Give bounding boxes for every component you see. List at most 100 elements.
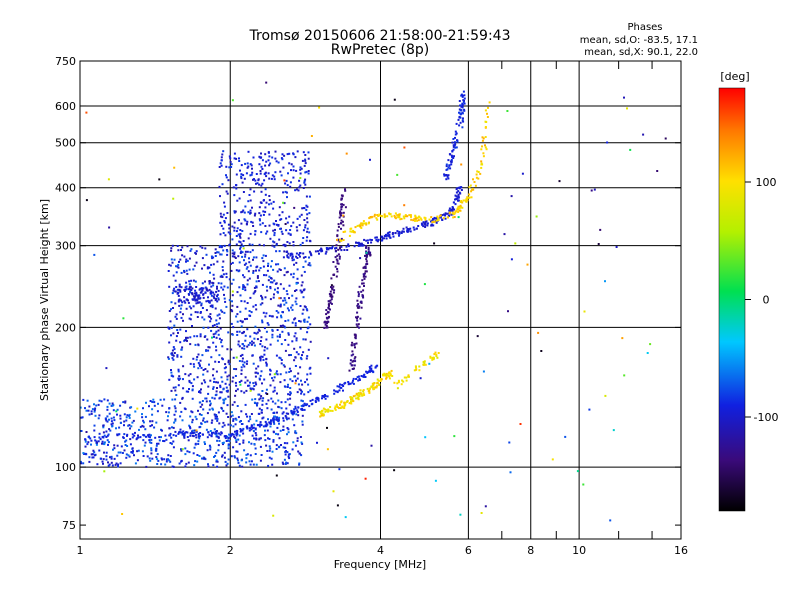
data-point: [216, 295, 218, 298]
data-point: [185, 269, 188, 272]
data-point: [224, 300, 227, 303]
data-point: [273, 293, 275, 296]
data-point: [208, 363, 210, 366]
data-point: [375, 217, 378, 220]
data-point: [168, 378, 171, 381]
data-point: [271, 336, 274, 339]
data-point: [606, 141, 609, 144]
data-point: [217, 436, 220, 439]
data-point: [278, 416, 281, 419]
data-point: [196, 356, 199, 358]
data-point: [355, 378, 358, 380]
data-point: [168, 285, 171, 288]
data-point: [296, 409, 299, 412]
data-point: [219, 212, 222, 215]
data-point: [175, 394, 178, 396]
data-point: [431, 221, 434, 224]
data-point: [383, 372, 386, 375]
data-point: [384, 233, 387, 236]
data-point: [199, 364, 201, 367]
data-point: [308, 405, 311, 408]
data-point: [117, 451, 120, 454]
data-point: [182, 430, 185, 433]
data-point: [226, 212, 229, 214]
data-point: [458, 207, 461, 209]
data-point: [336, 268, 339, 270]
data-point: [184, 288, 187, 291]
data-point: [248, 257, 250, 260]
data-point: [255, 367, 258, 370]
data-point: [301, 159, 304, 162]
data-point: [198, 391, 200, 393]
data-point: [199, 401, 202, 404]
data-point: [302, 256, 305, 259]
data-point: [245, 172, 248, 175]
data-point: [273, 223, 276, 226]
data-point: [217, 289, 220, 292]
data-point: [103, 441, 106, 444]
data-point: [296, 257, 299, 259]
data-point: [443, 174, 446, 177]
data-point: [260, 409, 263, 411]
data-point: [273, 422, 276, 425]
data-point: [205, 253, 208, 256]
data-point: [102, 426, 105, 429]
data-point: [365, 370, 368, 373]
data-point: [296, 437, 299, 440]
data-point: [213, 428, 216, 431]
data-point: [231, 403, 234, 406]
data-point: [215, 390, 218, 393]
data-point: [593, 188, 596, 191]
data-point: [338, 216, 341, 219]
data-point: [257, 179, 260, 182]
data-point: [371, 386, 374, 389]
data-point: [243, 259, 245, 262]
data-point: [208, 400, 211, 403]
data-point: [386, 232, 389, 235]
data-point: [171, 357, 174, 360]
data-point: [296, 277, 299, 280]
data-point: [170, 301, 173, 304]
data-point: [407, 375, 410, 378]
data-point: [198, 363, 201, 366]
data-point: [221, 442, 224, 444]
data-point: [276, 373, 279, 376]
data-point: [259, 219, 261, 222]
data-point: [299, 177, 302, 179]
data-point: [510, 258, 513, 261]
data-point: [300, 441, 303, 444]
data-point: [184, 408, 187, 411]
data-point: [209, 402, 212, 405]
data-point: [95, 404, 98, 407]
data-point: [183, 271, 186, 274]
data-point: [224, 437, 227, 440]
data-point: [342, 385, 345, 387]
data-point: [403, 217, 406, 220]
data-point: [220, 159, 223, 162]
data-point: [134, 462, 137, 465]
data-point: [233, 368, 236, 370]
data-point: [436, 215, 439, 218]
data-point: [293, 408, 296, 411]
data-point: [215, 414, 218, 416]
data-point: [106, 405, 109, 408]
data-point: [187, 299, 189, 302]
data-point: [151, 457, 154, 460]
data-point: [197, 297, 200, 300]
data-point: [372, 383, 375, 386]
data-point: [195, 252, 197, 255]
data-point: [261, 298, 264, 301]
data-point: [506, 110, 509, 112]
data-point: [250, 460, 253, 463]
data-point: [212, 387, 215, 390]
data-point: [302, 151, 305, 154]
data-point: [207, 431, 210, 434]
data-point: [165, 460, 168, 463]
data-point: [396, 214, 399, 217]
data-point: [132, 450, 134, 453]
data-point: [280, 362, 283, 365]
data-point: [232, 356, 235, 359]
data-point: [186, 272, 189, 275]
data-point: [171, 349, 174, 352]
data-point: [196, 454, 199, 456]
